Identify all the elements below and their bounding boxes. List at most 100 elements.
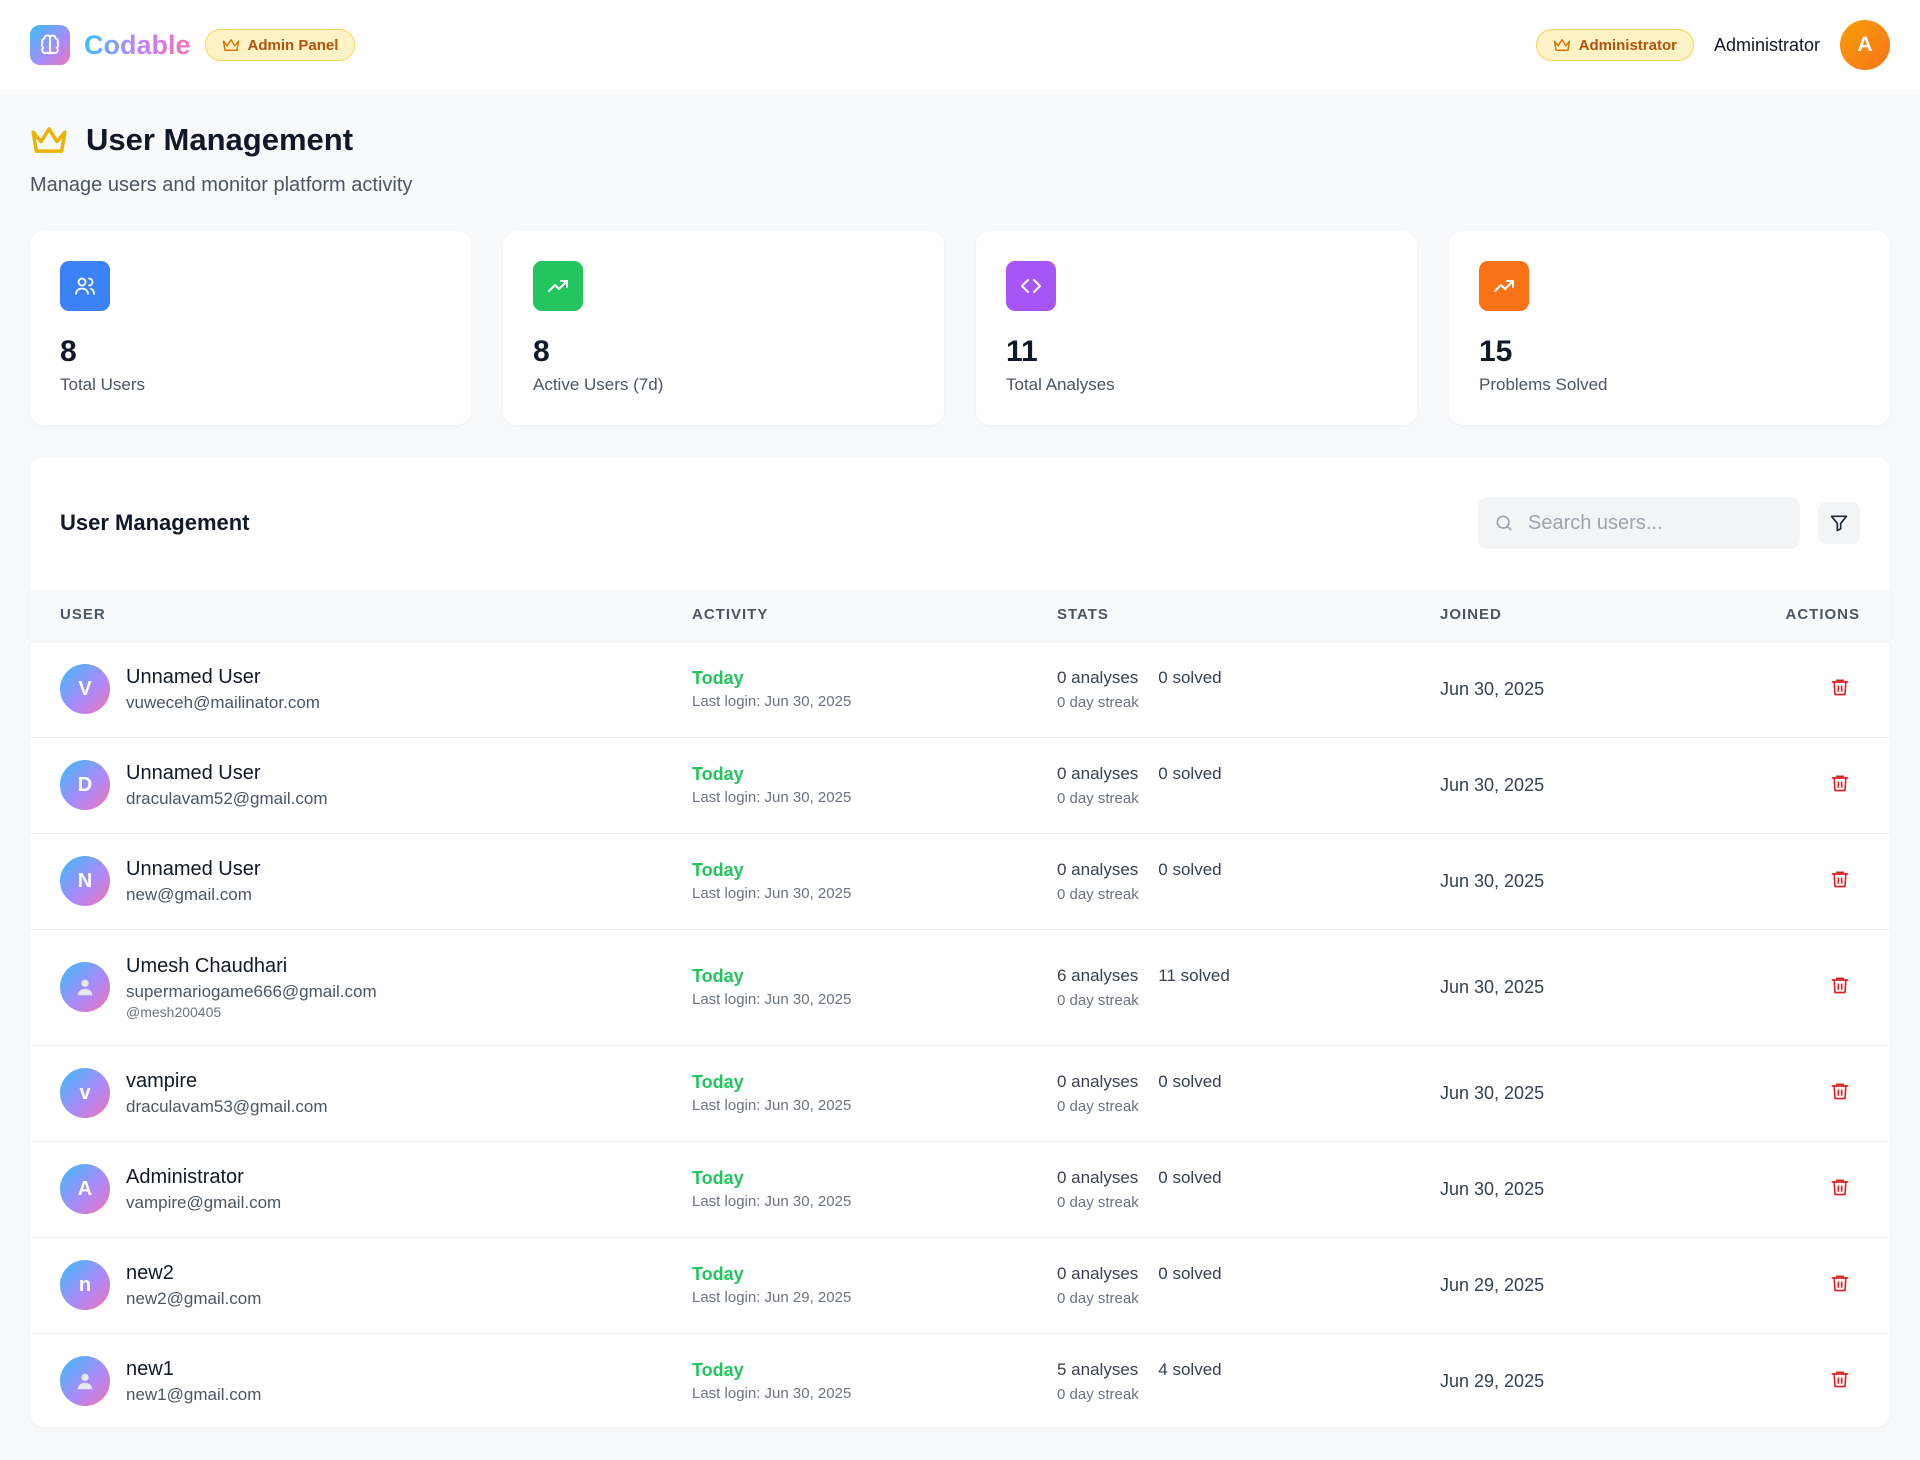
stat-label: Problems Solved (1479, 375, 1608, 394)
day-streak: 0 day streak (1057, 991, 1139, 1009)
user-name: Administrator (126, 1165, 244, 1188)
table-row[interactable]: V Unnamed User vuweceh@mailinator.com To… (30, 641, 1890, 737)
table-row[interactable]: new1 new1@gmail.com Today Last login: Ju… (30, 1333, 1890, 1427)
avatar: n (60, 1260, 110, 1310)
joined-date: Jun 30, 2025 (1440, 678, 1545, 699)
last-login: Last login: Jun 30, 2025 (692, 1097, 852, 1114)
search-box[interactable] (1478, 497, 1800, 549)
brand[interactable]: Codable Admin Panel (30, 25, 356, 65)
table-row[interactable]: A Administrator vampire@gmail.com Today … (30, 1141, 1890, 1237)
user-email: vampire@gmail.com (126, 1192, 282, 1212)
user-email: draculavam53@gmail.com (126, 1096, 328, 1116)
solved-count: 11 solved (1158, 965, 1230, 985)
avatar: v (60, 1068, 110, 1118)
last-login: Last login: Jun 30, 2025 (692, 693, 852, 710)
user-avatar[interactable]: A (1840, 20, 1890, 70)
joined-date: Jun 30, 2025 (1440, 1082, 1545, 1103)
person-icon (77, 1373, 93, 1390)
avatar: N (60, 856, 110, 906)
column-header-user[interactable]: USER (60, 606, 106, 624)
stat-value: 15 (1479, 335, 1513, 368)
last-login: Last login: Jun 30, 2025 (692, 1385, 852, 1403)
person-icon (77, 979, 93, 996)
analyses-count: 0 analyses (1057, 1263, 1139, 1283)
avatar-initial: v (79, 1081, 91, 1104)
column-header-joined[interactable]: JOINED (1440, 606, 1502, 624)
joined-date: Jun 30, 2025 (1440, 870, 1545, 891)
activity-status: Today (692, 1168, 744, 1188)
last-login: Last login: Jun 30, 2025 (692, 991, 852, 1008)
stat-value: 8 (60, 335, 77, 368)
trending-up-icon (1479, 261, 1529, 311)
user-name: vampire (126, 1069, 198, 1092)
last-login: Last login: Jun 30, 2025 (692, 789, 852, 806)
column-header-activity[interactable]: ACTIVITY (692, 606, 769, 624)
user-name: Unnamed User (126, 857, 261, 880)
table-row[interactable]: Umesh Chaudhari supermariogame666@gmail.… (30, 929, 1890, 1045)
table-row[interactable]: v vampire draculavam53@gmail.com Today L… (30, 1045, 1890, 1141)
crown-icon (1553, 39, 1570, 51)
activity-status: Today (692, 668, 744, 688)
avatar-initial: A (77, 1177, 93, 1200)
crown-icon (222, 39, 239, 51)
user-email: draculavam52@gmail.com (126, 788, 328, 808)
delete-user-button[interactable] (1830, 1177, 1850, 1197)
page-title: User Management (86, 122, 354, 157)
stat-card-problems-solved: 15 Problems Solved (1449, 231, 1890, 425)
column-header-stats[interactable]: STATS (1057, 606, 1109, 624)
analyses-count: 5 analyses (1057, 1359, 1139, 1379)
last-login: Last login: Jun 30, 2025 (692, 1193, 852, 1210)
page-subtitle: Manage users and monitor platform activi… (30, 174, 413, 196)
trash-icon (1831, 1275, 1849, 1291)
avatar-initial: N (77, 869, 93, 892)
stat-label: Active Users (7d) (533, 375, 664, 394)
users-icon (60, 261, 110, 311)
delete-user-button[interactable] (1830, 677, 1850, 697)
joined-date: Jun 30, 2025 (1440, 1178, 1545, 1199)
table-row[interactable]: D Unnamed User draculavam52@gmail.com To… (30, 737, 1890, 833)
analyses-count: 0 analyses (1057, 667, 1139, 687)
table-row[interactable]: n new2 new2@gmail.com Today Last login: … (30, 1237, 1890, 1333)
trash-icon (1831, 871, 1849, 887)
day-streak: 0 day streak (1057, 693, 1139, 711)
user-name: Unnamed User (126, 665, 261, 688)
brand-name: Codable (84, 29, 191, 60)
solved-count: 0 solved (1158, 1167, 1222, 1187)
user-name: new1 (126, 1357, 174, 1380)
delete-user-button[interactable] (1830, 1273, 1850, 1293)
filter-button[interactable] (1818, 502, 1860, 544)
filter-icon (1830, 515, 1848, 532)
analyses-count: 0 analyses (1057, 763, 1139, 783)
user-email: new1@gmail.com (126, 1384, 262, 1404)
user-handle: @mesh200405 (126, 1003, 222, 1020)
stat-value: 11 (1006, 335, 1038, 368)
delete-user-button[interactable] (1830, 869, 1850, 889)
column-header-actions: ACTIONS (1785, 606, 1860, 624)
stat-card-total-analyses: 11 Total Analyses (976, 231, 1417, 425)
day-streak: 0 day streak (1057, 789, 1139, 807)
table-header-row: USER ACTIVITY STATS JOINED ACTIONS (30, 589, 1890, 641)
brain-logo-icon (30, 25, 70, 65)
crown-icon (31, 127, 67, 153)
users-table: USER ACTIVITY STATS JOINED ACTIONS V Unn… (30, 589, 1890, 1427)
analyses-count: 0 analyses (1057, 1071, 1139, 1091)
search-input[interactable] (1528, 511, 1768, 535)
solved-count: 0 solved (1158, 763, 1222, 783)
solved-count: 0 solved (1158, 1071, 1222, 1091)
user-email: new2@gmail.com (126, 1288, 262, 1308)
stat-label: Total Users (60, 375, 146, 394)
delete-user-button[interactable] (1830, 975, 1850, 995)
stat-label: Total Analyses (1006, 375, 1115, 394)
joined-date: Jun 30, 2025 (1440, 976, 1545, 997)
solved-count: 0 solved (1158, 1263, 1222, 1283)
table-row[interactable]: N Unnamed User new@gmail.com Today Last … (30, 833, 1890, 929)
delete-user-button[interactable] (1830, 1081, 1850, 1101)
delete-user-button[interactable] (1830, 773, 1850, 793)
avatar: V (60, 664, 110, 714)
day-streak: 0 day streak (1057, 1097, 1139, 1115)
code-icon (1006, 261, 1056, 311)
delete-user-button[interactable] (1830, 1369, 1850, 1389)
stat-value: 8 (533, 335, 550, 368)
day-streak: 0 day streak (1057, 1385, 1139, 1403)
day-streak: 0 day streak (1057, 885, 1139, 903)
